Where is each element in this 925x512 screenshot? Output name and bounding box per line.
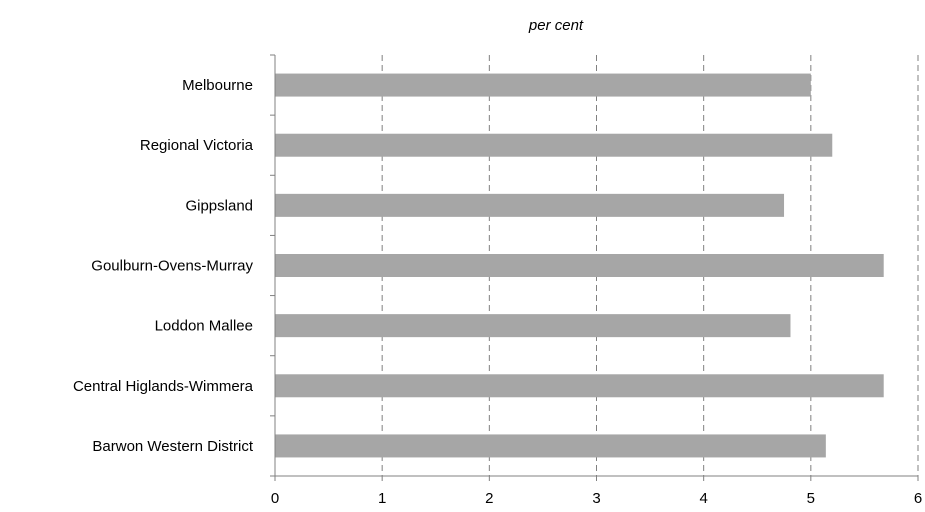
- x-tick-label: 1: [378, 490, 386, 507]
- bar: [275, 254, 884, 277]
- category-label: Goulburn-Ovens-Murray: [91, 258, 253, 275]
- axes: [270, 54, 919, 481]
- category-label: Central Higlands-Wimmera: [73, 378, 254, 395]
- category-labels: Melbourne Regional Victoria Gippsland Goulb…: [73, 77, 254, 455]
- bar: [275, 133, 833, 157]
- bar: [275, 434, 826, 458]
- x-tick-labels: 0 1 2 3 4 5 6: [271, 490, 922, 507]
- category-label: Regional Victoria: [140, 137, 254, 154]
- bar: [275, 73, 811, 97]
- bars: [275, 73, 884, 458]
- x-tick-label: 2: [485, 490, 493, 507]
- bar: [275, 193, 785, 217]
- category-label: Barwon Western District: [92, 438, 253, 455]
- bar: [275, 314, 791, 338]
- x-tick-label: 0: [271, 490, 279, 507]
- category-label: Loddon Mallee: [155, 318, 253, 335]
- x-tick-label: 4: [699, 490, 707, 507]
- x-tick-label: 5: [807, 490, 815, 507]
- category-label: Gippsland: [185, 197, 253, 214]
- category-label: Melbourne: [182, 77, 253, 94]
- x-tick-label: 6: [914, 490, 922, 507]
- bar: [275, 374, 884, 398]
- chart-title: per cent: [528, 17, 584, 34]
- x-tick-label: 3: [592, 490, 600, 507]
